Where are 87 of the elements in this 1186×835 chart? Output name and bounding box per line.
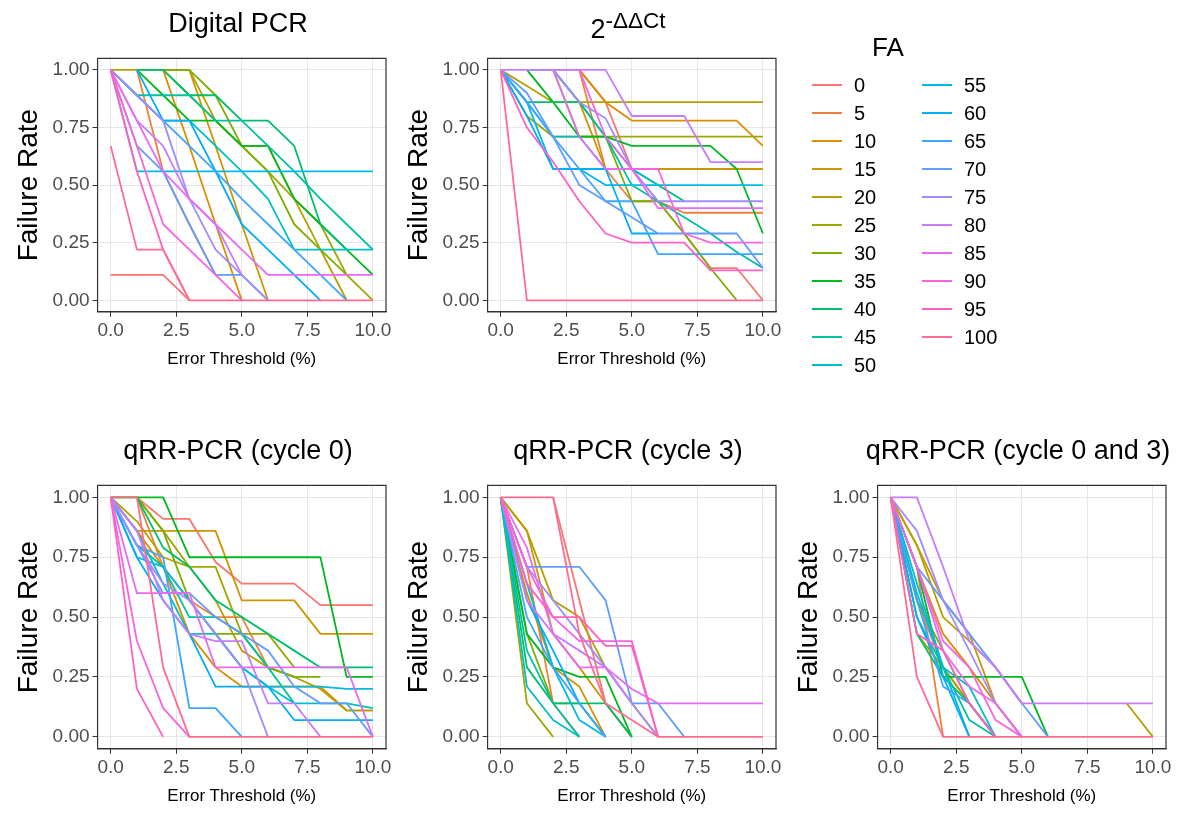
x-tick-label: 7.5 [1074, 756, 1101, 778]
legend-label: 5 [854, 101, 866, 125]
x-tick-label: 5.0 [228, 319, 255, 341]
x-tick-label: 0.0 [487, 319, 514, 341]
x-tick-label: 5.0 [1008, 756, 1035, 778]
x-tick-label: 2.5 [553, 319, 580, 341]
x-axis-title: Error Threshold (%) [947, 786, 1097, 806]
x-tick-label: 0.0 [487, 756, 514, 778]
y-tick-label: 1.00 [442, 58, 480, 80]
x-axis-title: Error Threshold (%) [557, 349, 707, 369]
x-tick-label: 0.0 [97, 756, 124, 778]
y-tick-label: 0.50 [52, 605, 90, 627]
y-axis-title: Failure Rate [11, 540, 43, 694]
y-tick-label: 0.50 [442, 173, 480, 195]
x-tick-label: 10.0 [744, 756, 782, 778]
x-tick-label: 0.0 [877, 756, 904, 778]
x-tick-label: 2.5 [553, 756, 580, 778]
legend-label: 10 [854, 129, 877, 153]
y-tick-label: 0.75 [52, 545, 90, 567]
legend-label: 25 [854, 213, 877, 237]
chart-title: qRR-PCR (cycle 3) [512, 435, 744, 467]
legend-label: 60 [964, 101, 987, 125]
y-tick-label: 1.00 [442, 485, 480, 507]
y-tick-label: 0.25 [442, 665, 480, 687]
legend-title: FA [871, 32, 905, 63]
x-tick-label: 10.0 [744, 319, 782, 341]
y-tick-label: 0.50 [832, 605, 870, 627]
legend-label: 0 [854, 73, 866, 97]
y-tick-label: 0.25 [442, 230, 480, 252]
y-tick-label: 0.75 [442, 545, 480, 567]
legend-label: 45 [854, 325, 877, 349]
x-tick-label: 7.5 [684, 319, 711, 341]
x-tick-label: 7.5 [684, 756, 711, 778]
x-axis-title: Error Threshold (%) [167, 786, 317, 806]
legend-label: 85 [964, 241, 987, 265]
x-tick-label: 10.0 [354, 756, 392, 778]
legend-label: 15 [854, 157, 877, 181]
legend-label: 90 [964, 269, 987, 293]
legend-label: 20 [854, 185, 877, 209]
chart-title: 2$^{-ΔΔCt}$ [589, 8, 667, 44]
x-tick-label: 5.0 [228, 756, 255, 778]
legend-label: 35 [854, 269, 877, 293]
legend-label: 80 [964, 213, 987, 237]
y-tick-label: 0.00 [52, 288, 90, 310]
legend-label: 65 [964, 129, 987, 153]
y-tick-label: 0.75 [832, 545, 870, 567]
x-tick-label: 2.5 [163, 319, 190, 341]
y-tick-label: 0.00 [442, 288, 480, 310]
x-axis-title: Error Threshold (%) [557, 786, 707, 806]
y-axis-title: Failure Rate [791, 540, 823, 694]
legend-label: 50 [854, 353, 877, 377]
x-tick-label: 0.0 [97, 319, 124, 341]
legend-label: 55 [964, 73, 987, 97]
x-tick-label: 5.0 [618, 756, 645, 778]
y-tick-label: 1.00 [52, 58, 90, 80]
y-tick-label: 0.75 [52, 115, 90, 137]
legend-label: 70 [964, 157, 987, 181]
y-tick-label: 1.00 [52, 485, 90, 507]
y-tick-label: 0.00 [52, 725, 90, 747]
y-tick-label: 0.25 [52, 230, 90, 252]
y-axis-title: Failure Rate [401, 108, 433, 262]
chart-title: Digital PCR [167, 8, 309, 40]
legend-label: 95 [964, 297, 987, 321]
y-tick-label: 0.75 [442, 115, 480, 137]
x-axis-title: Error Threshold (%) [167, 349, 317, 369]
y-tick-label: 0.00 [832, 725, 870, 747]
y-axis-title: Failure Rate [401, 540, 433, 694]
x-tick-label: 10.0 [354, 319, 392, 341]
y-tick-label: 1.00 [832, 485, 870, 507]
y-tick-label: 0.25 [832, 665, 870, 687]
y-tick-label: 0.25 [52, 665, 90, 687]
legend-label: 30 [854, 241, 877, 265]
y-tick-label: 0.50 [442, 605, 480, 627]
legend-label: 100 [964, 325, 998, 349]
chart-title: qRR-PCR (cycle 0) [122, 435, 354, 467]
y-tick-label: 0.00 [442, 725, 480, 747]
y-tick-label: 0.50 [52, 173, 90, 195]
legend-label: 75 [964, 185, 987, 209]
x-tick-label: 5.0 [618, 319, 645, 341]
y-axis-title: Failure Rate [11, 108, 43, 262]
x-tick-label: 2.5 [163, 756, 190, 778]
chart-title: qRR-PCR (cycle 0 and 3) [864, 435, 1172, 467]
x-tick-label: 7.5 [294, 319, 321, 341]
x-tick-label: 2.5 [943, 756, 970, 778]
x-tick-label: 7.5 [294, 756, 321, 778]
legend-label: 40 [854, 297, 877, 321]
x-tick-label: 10.0 [1134, 756, 1172, 778]
